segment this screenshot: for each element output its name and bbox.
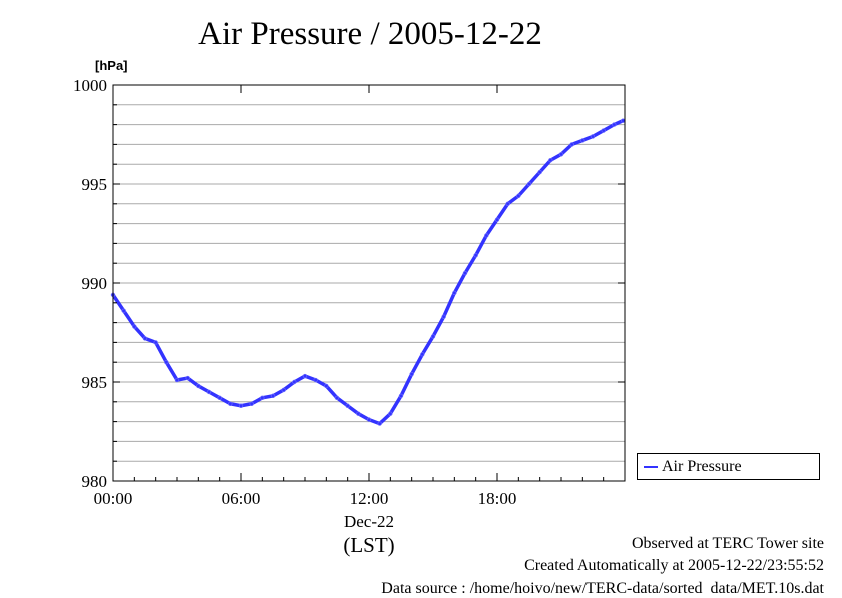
data-point bbox=[270, 393, 276, 399]
data-point bbox=[569, 142, 574, 147]
y-tick-label: 1000 bbox=[73, 76, 107, 95]
data-point bbox=[228, 401, 233, 406]
data-point bbox=[494, 217, 500, 222]
data-point bbox=[441, 314, 446, 319]
data-point bbox=[505, 201, 510, 206]
data-point bbox=[537, 169, 542, 175]
x-axis-ticks: 00:00 06:00 12:00 18:00 bbox=[94, 85, 605, 508]
data-point bbox=[345, 403, 350, 408]
data-point bbox=[484, 233, 489, 238]
grid-lines bbox=[113, 104, 625, 462]
series-layer bbox=[110, 118, 626, 426]
data-point bbox=[334, 395, 340, 401]
data-point bbox=[217, 395, 222, 401]
footer-observed: Observed at TERC Tower site bbox=[631, 535, 824, 552]
data-point bbox=[238, 403, 244, 408]
data-point bbox=[121, 308, 126, 313]
footer-created: Created Automatically at 2005-12-22/23:5… bbox=[524, 557, 824, 574]
data-point bbox=[612, 122, 617, 127]
data-point bbox=[142, 336, 148, 341]
data-point bbox=[174, 377, 180, 383]
chart-title: Air Pressure / 2005-12-22 bbox=[198, 16, 542, 52]
y-tick-label: 990 bbox=[82, 274, 108, 293]
data-point bbox=[452, 290, 457, 296]
series-line bbox=[111, 118, 625, 426]
data-point bbox=[292, 379, 297, 385]
data-point bbox=[153, 340, 158, 345]
data-point bbox=[249, 401, 254, 406]
data-point bbox=[558, 152, 564, 157]
data-point bbox=[420, 352, 425, 357]
data-point bbox=[409, 371, 414, 377]
legend-label: Air Pressure bbox=[662, 457, 742, 475]
y-tick-label: 980 bbox=[82, 472, 108, 491]
x-tick-label: 12:00 bbox=[350, 489, 389, 508]
x-axis-label: (LST) bbox=[343, 533, 394, 557]
y-axis-unit-label: [hPa] bbox=[95, 58, 128, 73]
data-point bbox=[366, 417, 372, 422]
footer-source: Data source : /home/hoivo/new/TERC-data/… bbox=[381, 580, 824, 597]
data-point bbox=[430, 334, 436, 339]
data-point bbox=[462, 270, 468, 276]
data-point bbox=[398, 393, 404, 399]
data-point bbox=[377, 421, 382, 426]
legend-swatch bbox=[644, 465, 658, 468]
data-point bbox=[516, 193, 521, 199]
legend: Air Pressure bbox=[637, 453, 820, 480]
data-point bbox=[206, 389, 212, 395]
data-point bbox=[580, 138, 585, 143]
data-point bbox=[185, 375, 190, 381]
y-axis-ticks: 980 985 990 995 1000 bbox=[73, 76, 625, 491]
data-point bbox=[281, 387, 286, 393]
data-point bbox=[164, 360, 169, 365]
data-point bbox=[548, 158, 553, 163]
y-tick-label: 995 bbox=[82, 175, 108, 194]
data-point bbox=[132, 324, 137, 329]
x-tick-label: 00:00 bbox=[94, 489, 133, 508]
y-tick-label: 985 bbox=[82, 373, 108, 392]
data-point bbox=[260, 395, 265, 401]
data-point bbox=[473, 253, 478, 258]
data-point bbox=[601, 128, 606, 133]
data-point bbox=[324, 383, 329, 389]
data-point bbox=[356, 411, 361, 416]
data-point bbox=[590, 134, 596, 139]
x-tick-label: 06:00 bbox=[222, 489, 261, 508]
data-point bbox=[313, 377, 318, 383]
data-point bbox=[388, 411, 393, 416]
x-tick-label: 18:00 bbox=[478, 489, 517, 508]
x-axis-date-label: Dec-22 bbox=[344, 512, 394, 531]
data-point bbox=[302, 373, 308, 379]
data-point bbox=[526, 181, 532, 187]
data-point bbox=[196, 383, 201, 389]
